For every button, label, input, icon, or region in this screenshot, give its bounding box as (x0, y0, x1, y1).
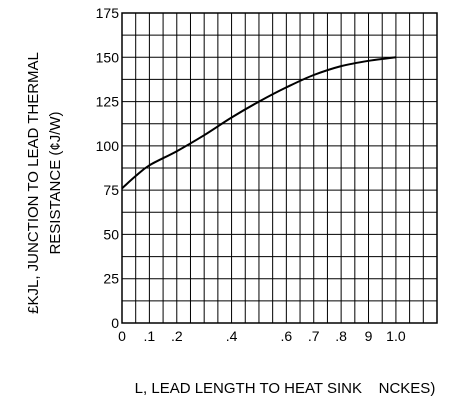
x-tick-label: .7 (308, 328, 320, 344)
x-tick-label: .8 (335, 328, 347, 344)
y-tick-label: 150 (96, 49, 120, 65)
x-tick-label: .1 (144, 328, 156, 344)
y-tick-label: 100 (96, 138, 120, 154)
x-tick-label: .6 (281, 328, 293, 344)
grid (122, 13, 437, 323)
x-tick-label: .2 (171, 328, 183, 344)
x-tick-label: .4 (226, 328, 238, 344)
y-tick-label: 50 (103, 226, 119, 242)
x-tick-label: 9 (365, 328, 373, 344)
series-line (121, 56, 397, 190)
y-tick-label: 125 (96, 94, 120, 110)
x-tick-label: 0 (118, 328, 126, 344)
y-tick-label: 25 (103, 271, 119, 287)
x-axis-label: L, LEAD LENGTH TO HEAT SINK NCKES) (135, 380, 436, 397)
y-axis-label-line1: £KJL, JUNCTION TO LEAD THERMAL (25, 52, 42, 314)
plot-frame (121, 12, 438, 324)
y-tick-label: 75 (103, 182, 119, 198)
y-tick-label: 175 (96, 5, 120, 21)
y-axis-label-line2: RESISTANCE (¢J/W) (47, 111, 64, 254)
x-tick-label: 1.0 (386, 328, 406, 344)
tick-labels: 0 25 50 75 100 125 150 175 0 .1 .2 .4 .6 .7 .8 9 1.0 (96, 5, 406, 344)
y-tick-label: 0 (111, 315, 119, 331)
